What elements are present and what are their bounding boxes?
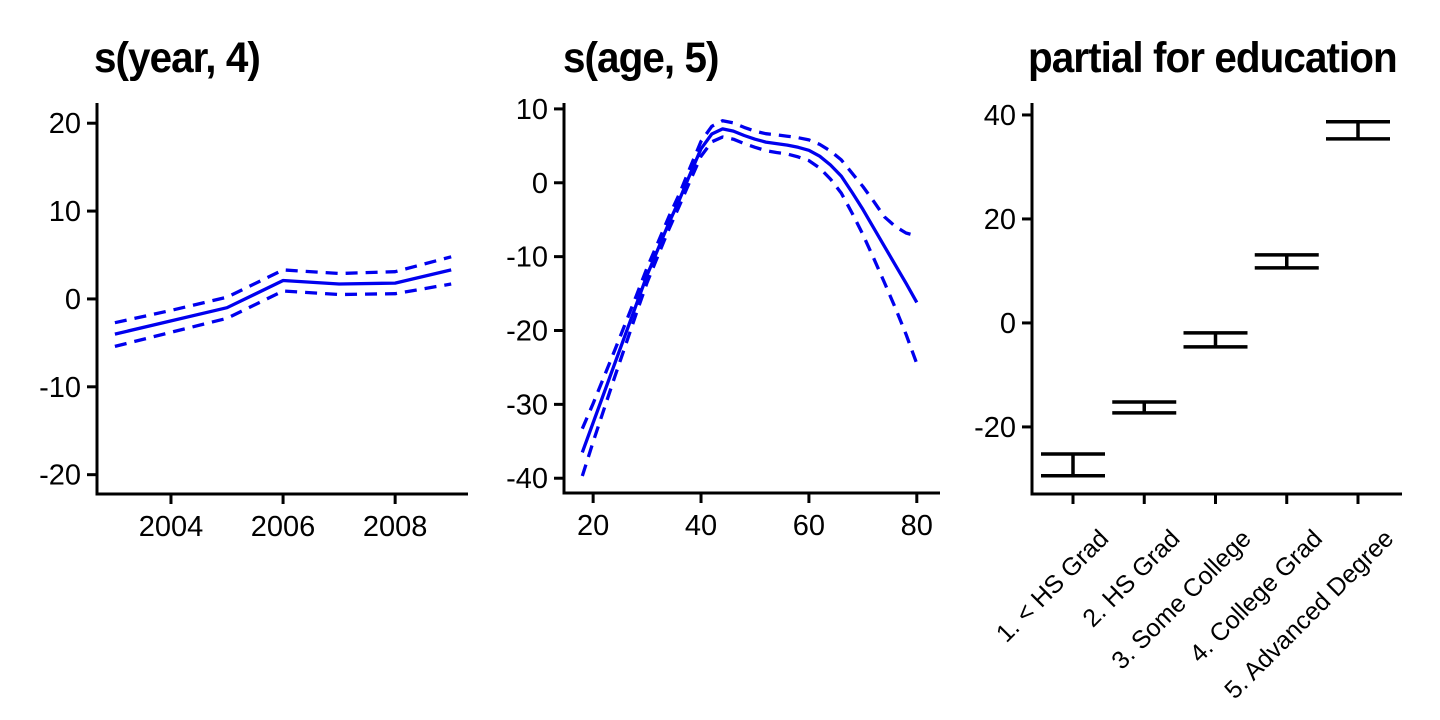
x-axis-ticks: 20 40 60 80 bbox=[577, 493, 933, 542]
y-tick-label: 0 bbox=[532, 168, 548, 200]
y-tick-label: -20 bbox=[506, 316, 548, 348]
y-tick-label: 0 bbox=[65, 284, 81, 316]
x-tick-label: 60 bbox=[793, 510, 825, 542]
y-tick-label: -10 bbox=[506, 242, 548, 274]
x-tick-label: 80 bbox=[901, 510, 933, 542]
x-tick-label: 2004 bbox=[139, 511, 204, 543]
y-tick-label: 20 bbox=[984, 204, 1016, 236]
y-tick-label: 40 bbox=[984, 100, 1016, 132]
lower-ci-curve bbox=[114, 282, 452, 349]
y-tick-label: -10 bbox=[39, 372, 81, 404]
lower-ci-curve bbox=[580, 135, 919, 477]
syear-panel-title: s(year, 4) bbox=[94, 34, 261, 82]
x-tick-label: 40 bbox=[685, 510, 717, 542]
y-tick-label: 10 bbox=[49, 196, 81, 228]
y-tick-label: -30 bbox=[506, 389, 548, 421]
x-tick-label: 2006 bbox=[251, 511, 316, 543]
panel-1-line: 20 10 0 -10 -20 2004 2006 2008 bbox=[39, 103, 468, 543]
error-bars bbox=[1041, 119, 1390, 478]
panel-2-line: 10 0 -10 -20 -30 -40 20 40 60 80 bbox=[506, 94, 940, 542]
axes bbox=[1030, 103, 1402, 496]
y-tick-label: 20 bbox=[49, 108, 81, 140]
fit-curve bbox=[580, 127, 919, 453]
y-tick-label: 10 bbox=[516, 94, 548, 126]
upper-ci-curve bbox=[580, 119, 918, 430]
fit-curve bbox=[114, 268, 452, 336]
sage-panel-title: s(age, 5) bbox=[563, 34, 719, 82]
x-tick-label: 20 bbox=[577, 510, 609, 542]
y-tick-label: 0 bbox=[1000, 308, 1016, 340]
axes bbox=[562, 103, 940, 495]
x-tick-label: 2008 bbox=[363, 511, 428, 543]
upper-ci-curve bbox=[114, 255, 452, 325]
education-panel-title: partial for education bbox=[1028, 34, 1398, 82]
y-tick-label: -40 bbox=[506, 463, 548, 495]
axes bbox=[95, 103, 468, 496]
y-axis-ticks: 20 10 0 -10 -20 bbox=[39, 108, 97, 492]
y-axis-ticks: 10 0 -10 -20 -30 -40 bbox=[506, 94, 564, 495]
y-tick-label: -20 bbox=[39, 460, 81, 492]
y-axis-ticks: 40 20 0 -20 bbox=[974, 100, 1032, 444]
x-axis-ticks: 2004 2006 2008 bbox=[139, 494, 428, 543]
y-tick-label: -20 bbox=[974, 412, 1016, 444]
